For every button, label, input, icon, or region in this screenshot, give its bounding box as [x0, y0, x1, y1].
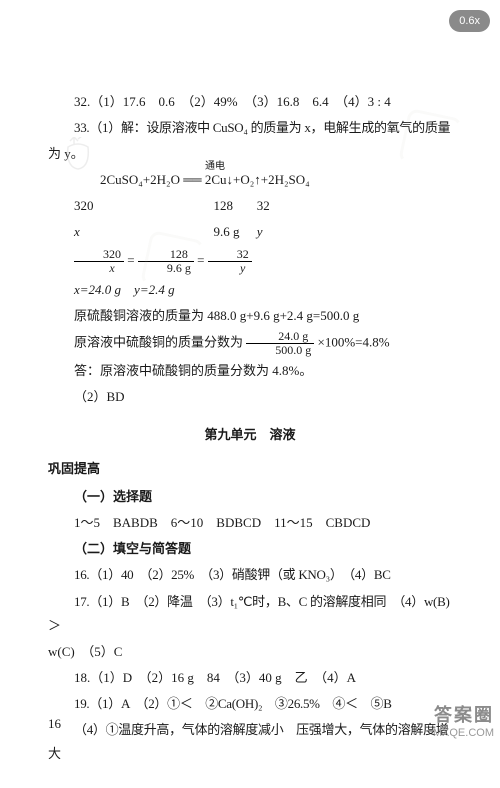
answer-16: 16.（1）40 （2）25% （3）硝酸钾（或 KNO₃） （4）BC — [48, 563, 452, 587]
footer-brand: 答案圈 — [433, 705, 494, 727]
page-content: 32.（1）17.6 0.6 （2）49% （3）16.8 6.4 （4）3 :… — [0, 0, 500, 788]
proportion-equation: 320 x = 128 9.6 g = 32 y — [48, 248, 452, 275]
page-number: 16 — [48, 716, 61, 732]
answer-17b: w(C) （5）C — [48, 640, 452, 664]
answer-33-intro-1: 33.（1）解：设原溶液中 CuSO₄ 的质量为 x，电解生成的氧气的质量 — [48, 116, 452, 140]
footer-url: MXQE.COM — [433, 727, 494, 740]
mass-a: 320 — [74, 194, 100, 218]
equation-condition: 通电 — [179, 158, 225, 177]
answer-19: 19.（1）A （2）①＜ ②Ca(OH)₂ ③26.5% ④＜ ⑤B — [48, 692, 452, 716]
fraction-result: 24.0 g 500.0 g — [246, 330, 314, 357]
fraction-pre: 原溶液中硫酸铜的质量分数为 — [74, 334, 243, 349]
var-row: x 9.6 g y — [74, 220, 452, 244]
answer-18: 18.（1）D （2）16 g 84 （3）40 g 乙 （4）A — [48, 666, 452, 690]
multiple-choice-answers: 1～5 BABDB 6～10 BDBCD 11～15 CBDCD — [48, 511, 452, 535]
fraction-3: 32 y — [208, 248, 252, 275]
mass-line: 原硫酸铜溶液的质量为 488.0 g+9.6 g+2.4 g=500.0 g — [48, 304, 452, 328]
answer-33-intro-2: 为 y。 — [48, 142, 452, 166]
equation-main: 2CuSO₄+2H₂O ══ 2Cu↓+O₂↑+2H₂SO₄ 通电 — [48, 168, 452, 192]
fraction-2: 128 9.6 g — [138, 248, 194, 275]
section-consolidate: 巩固提高 — [48, 457, 452, 481]
subsection-2: （二）填空与简答题 — [48, 537, 452, 561]
var-c: y — [257, 220, 263, 244]
fraction-line: 原溶液中硫酸铜的质量分数为 24.0 g 500.0 g ×100%=4.8% — [48, 330, 452, 357]
answer-19-4: （4）①温度升高，气体的溶解度减小 压强增大，气体的溶解度增大 — [48, 718, 452, 766]
unit-title: 第九单元 溶液 — [48, 423, 452, 447]
var-b: 9.6 g — [214, 220, 254, 244]
final-answer: 答：原溶液中硫酸铜的质量分数为 4.8%。 — [48, 359, 452, 383]
answer-32: 32.（1）17.6 0.6 （2）49% （3）16.8 6.4 （4）3 :… — [48, 90, 452, 114]
answer-17a: 17.（1）B （2）降温 （3）t₁℃时，B、C 的溶解度相同 （4）w(B)… — [48, 590, 452, 638]
zoom-badge: 0.6x — [449, 10, 490, 32]
mass-b: 128 — [214, 194, 254, 218]
fraction-post: ×100%=4.8% — [318, 334, 390, 349]
fraction-1: 320 x — [74, 248, 124, 275]
var-a: x — [74, 220, 100, 244]
footer-watermark: 答案圈 MXQE.COM — [433, 705, 494, 740]
answer-33-2: （2）BD — [48, 385, 452, 409]
mass-row: 320 128 32 — [74, 194, 452, 218]
subsection-1: （一）选择题 — [48, 485, 452, 509]
solve-xy: x=24.0 g y=2.4 g — [48, 278, 452, 302]
mass-c: 32 — [257, 194, 270, 218]
